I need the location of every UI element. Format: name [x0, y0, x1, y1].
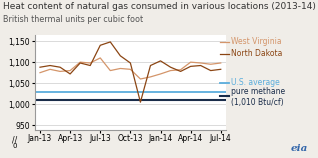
Text: Heat content of natural gas consumed in various locations (2013-14): Heat content of natural gas consumed in …	[3, 2, 316, 11]
Text: eia: eia	[291, 144, 308, 153]
Text: pure methane
(1,010 Btu/cf): pure methane (1,010 Btu/cf)	[231, 88, 285, 107]
Text: U.S. average: U.S. average	[231, 79, 279, 87]
Text: //: //	[12, 135, 17, 144]
Text: North Dakota: North Dakota	[231, 49, 282, 58]
Text: British thermal units per cubic foot: British thermal units per cubic foot	[3, 15, 143, 24]
Text: West Virginia: West Virginia	[231, 37, 281, 46]
Text: 0: 0	[12, 143, 17, 149]
